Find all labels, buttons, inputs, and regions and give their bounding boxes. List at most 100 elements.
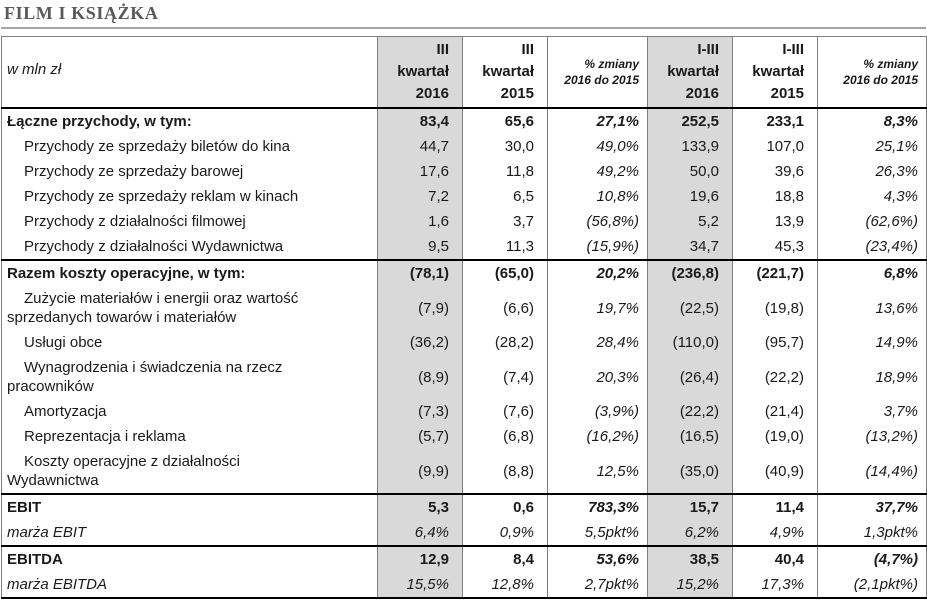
cell-value: 0,9% (462, 520, 548, 546)
cell-value: 3,7 (462, 209, 548, 234)
cell-value: 17,6 (377, 159, 463, 184)
cell-value: 6,2% (647, 520, 733, 546)
cell-value: (4,7%) (817, 546, 927, 572)
title-divider (1, 27, 926, 29)
cell-value: (78,1) (377, 260, 463, 286)
cell-value: 38,5 (647, 546, 733, 572)
cell-value: (36,2) (377, 330, 463, 355)
cell-value: (13,2%) (817, 424, 927, 449)
cell-value: 18,8 (732, 184, 818, 209)
cell-value: 6,5 (462, 184, 548, 209)
cell-value: 7,2 (377, 184, 463, 209)
column-header-q1q3-2016: I-III kwartał 2016 (647, 36, 733, 108)
cell-value: (26,4) (647, 355, 733, 399)
cell-value: 2,7pkt% (547, 572, 648, 598)
cell-value: (8,8) (462, 449, 548, 494)
cell-value: (65,0) (462, 260, 548, 286)
cell-value: (15,9%) (547, 234, 648, 260)
cell-value: 11,4 (732, 494, 818, 520)
table-body: Łączne przychody, w tym: 83,4 65,6 27,1% 252… (1, 108, 927, 598)
cell-value: 30,0 (462, 134, 548, 159)
cell-value: 11,3 (462, 234, 548, 260)
table-row: marża EBIT 6,4% 0,9% 5,5pkt% 6,2% 4,9% 1,3pkt% (2, 520, 927, 546)
cell-value: 15,7 (647, 494, 733, 520)
cell-value: 49,0% (547, 134, 648, 159)
cell-value: 5,2 (647, 209, 733, 234)
cell-value: (56,8%) (547, 209, 648, 234)
cell-value: 20,3% (547, 355, 648, 399)
cell-value: 783,3% (547, 494, 648, 520)
table-row: Reprezentacja i reklama (5,7) (6,8) (16,2%)… (2, 424, 927, 449)
cell-value: (19,8) (732, 286, 818, 330)
row-label: Usługi obce (24, 334, 103, 351)
cell-value: 19,6 (647, 184, 733, 209)
row-label: Reprezentacja i reklama (24, 428, 186, 445)
cell-value: (16,5) (647, 424, 733, 449)
cell-value: 65,6 (462, 108, 548, 134)
table-row: Przychody ze sprzedaży reklam w kinach 7,… (2, 184, 927, 209)
cell-value: (62,6%) (817, 209, 927, 234)
cell-value: 27,1% (547, 108, 648, 134)
cell-value: 14,9% (817, 330, 927, 355)
table-row: EBITDA 12,9 8,4 53,6% 38,5 40,4 (4,7%) (1, 546, 927, 572)
cell-value: 18,9% (817, 355, 927, 399)
cell-value: (6,6) (462, 286, 548, 330)
table-row: Koszty operacyjne z działalności Wydawni… (2, 449, 927, 494)
cell-value: 6,4% (377, 520, 463, 546)
cell-value: (8,9) (377, 355, 463, 399)
cell-value: (22,2) (732, 355, 818, 399)
row-label: Przychody z działalności filmowej (24, 213, 246, 230)
row-label: EBIT (7, 499, 42, 516)
row-label: marża EBIT (7, 524, 87, 541)
table-row: Przychody ze sprzedaży barowej 17,6 11,8 49… (2, 159, 927, 184)
cell-value: 40,4 (732, 546, 818, 572)
cell-value: 17,3% (732, 572, 818, 598)
row-label: marża EBITDA (7, 576, 108, 593)
table-row: Usługi obce (36,2) (28,2) 28,4% (110,0) (95,7… (2, 330, 927, 355)
table-row: Wynagrodzenia i świadczenia na rzecz pra… (2, 355, 927, 399)
row-label: Przychody ze sprzedaży barowej (24, 163, 244, 180)
cell-value: (35,0) (647, 449, 733, 494)
cell-value: (236,8) (647, 260, 733, 286)
cell-value: 4,3% (817, 184, 927, 209)
row-label: Łączne przychody, w tym: (7, 113, 192, 130)
cell-value: 39,6 (732, 159, 818, 184)
cell-value: (6,8) (462, 424, 548, 449)
row-label: Wynagrodzenia i świadczenia na rzecz pra… (7, 359, 283, 395)
cell-value: (19,0) (732, 424, 818, 449)
cell-value: (22,5) (647, 286, 733, 330)
cell-value: 252,5 (647, 108, 733, 134)
table-row: Łączne przychody, w tym: 83,4 65,6 27,1% 252… (2, 108, 927, 134)
cell-value: 1,3pkt% (817, 520, 927, 546)
financial-table: w mln zł III kwartał 2016 III kwartał 20… (1, 36, 927, 599)
table-row: Razem koszty operacyjne, w tym: (78,1) (65… (1, 260, 927, 286)
cell-value: (16,2%) (547, 424, 648, 449)
cell-value: (22,2) (647, 399, 733, 424)
cell-value: (221,7) (732, 260, 818, 286)
cell-value: (7,4) (462, 355, 548, 399)
column-header-change-q1q3: % zmiany 2016 do 2015 (817, 36, 927, 108)
cell-value: (14,4%) (817, 449, 927, 494)
cell-value: 8,3% (817, 108, 927, 134)
column-header-q3-2015: III kwartał 2015 (462, 36, 548, 108)
cell-value: 13,6% (817, 286, 927, 330)
cell-value: (7,3) (377, 399, 463, 424)
row-label: Przychody ze sprzedaży biletów do kina (24, 138, 290, 155)
row-label: Koszty operacyjne z działalności Wydawni… (7, 453, 240, 489)
cell-value: 13,9 (732, 209, 818, 234)
cell-value: 34,7 (647, 234, 733, 260)
row-label: EBITDA (7, 551, 63, 568)
cell-value: (28,2) (462, 330, 548, 355)
unit-label-header: w mln zł (7, 61, 62, 78)
row-label: Przychody ze sprzedaży reklam w kinach (24, 188, 299, 205)
table-row: Przychody ze sprzedaży biletów do kina 44… (2, 134, 927, 159)
cell-value: 3,7% (817, 399, 927, 424)
cell-value: 53,6% (547, 546, 648, 572)
cell-value: 9,5 (377, 234, 463, 260)
page-title: FILM I KSIĄŻKA (4, 3, 159, 23)
column-header-q1q3-2015: I-III kwartał 2015 (732, 36, 818, 108)
cell-value: 83,4 (377, 108, 463, 134)
cell-value: 20,2% (547, 260, 648, 286)
cell-value: 1,6 (377, 209, 463, 234)
table-row: Przychody z działalności Wydawnictwa 9,5 1… (2, 234, 927, 260)
